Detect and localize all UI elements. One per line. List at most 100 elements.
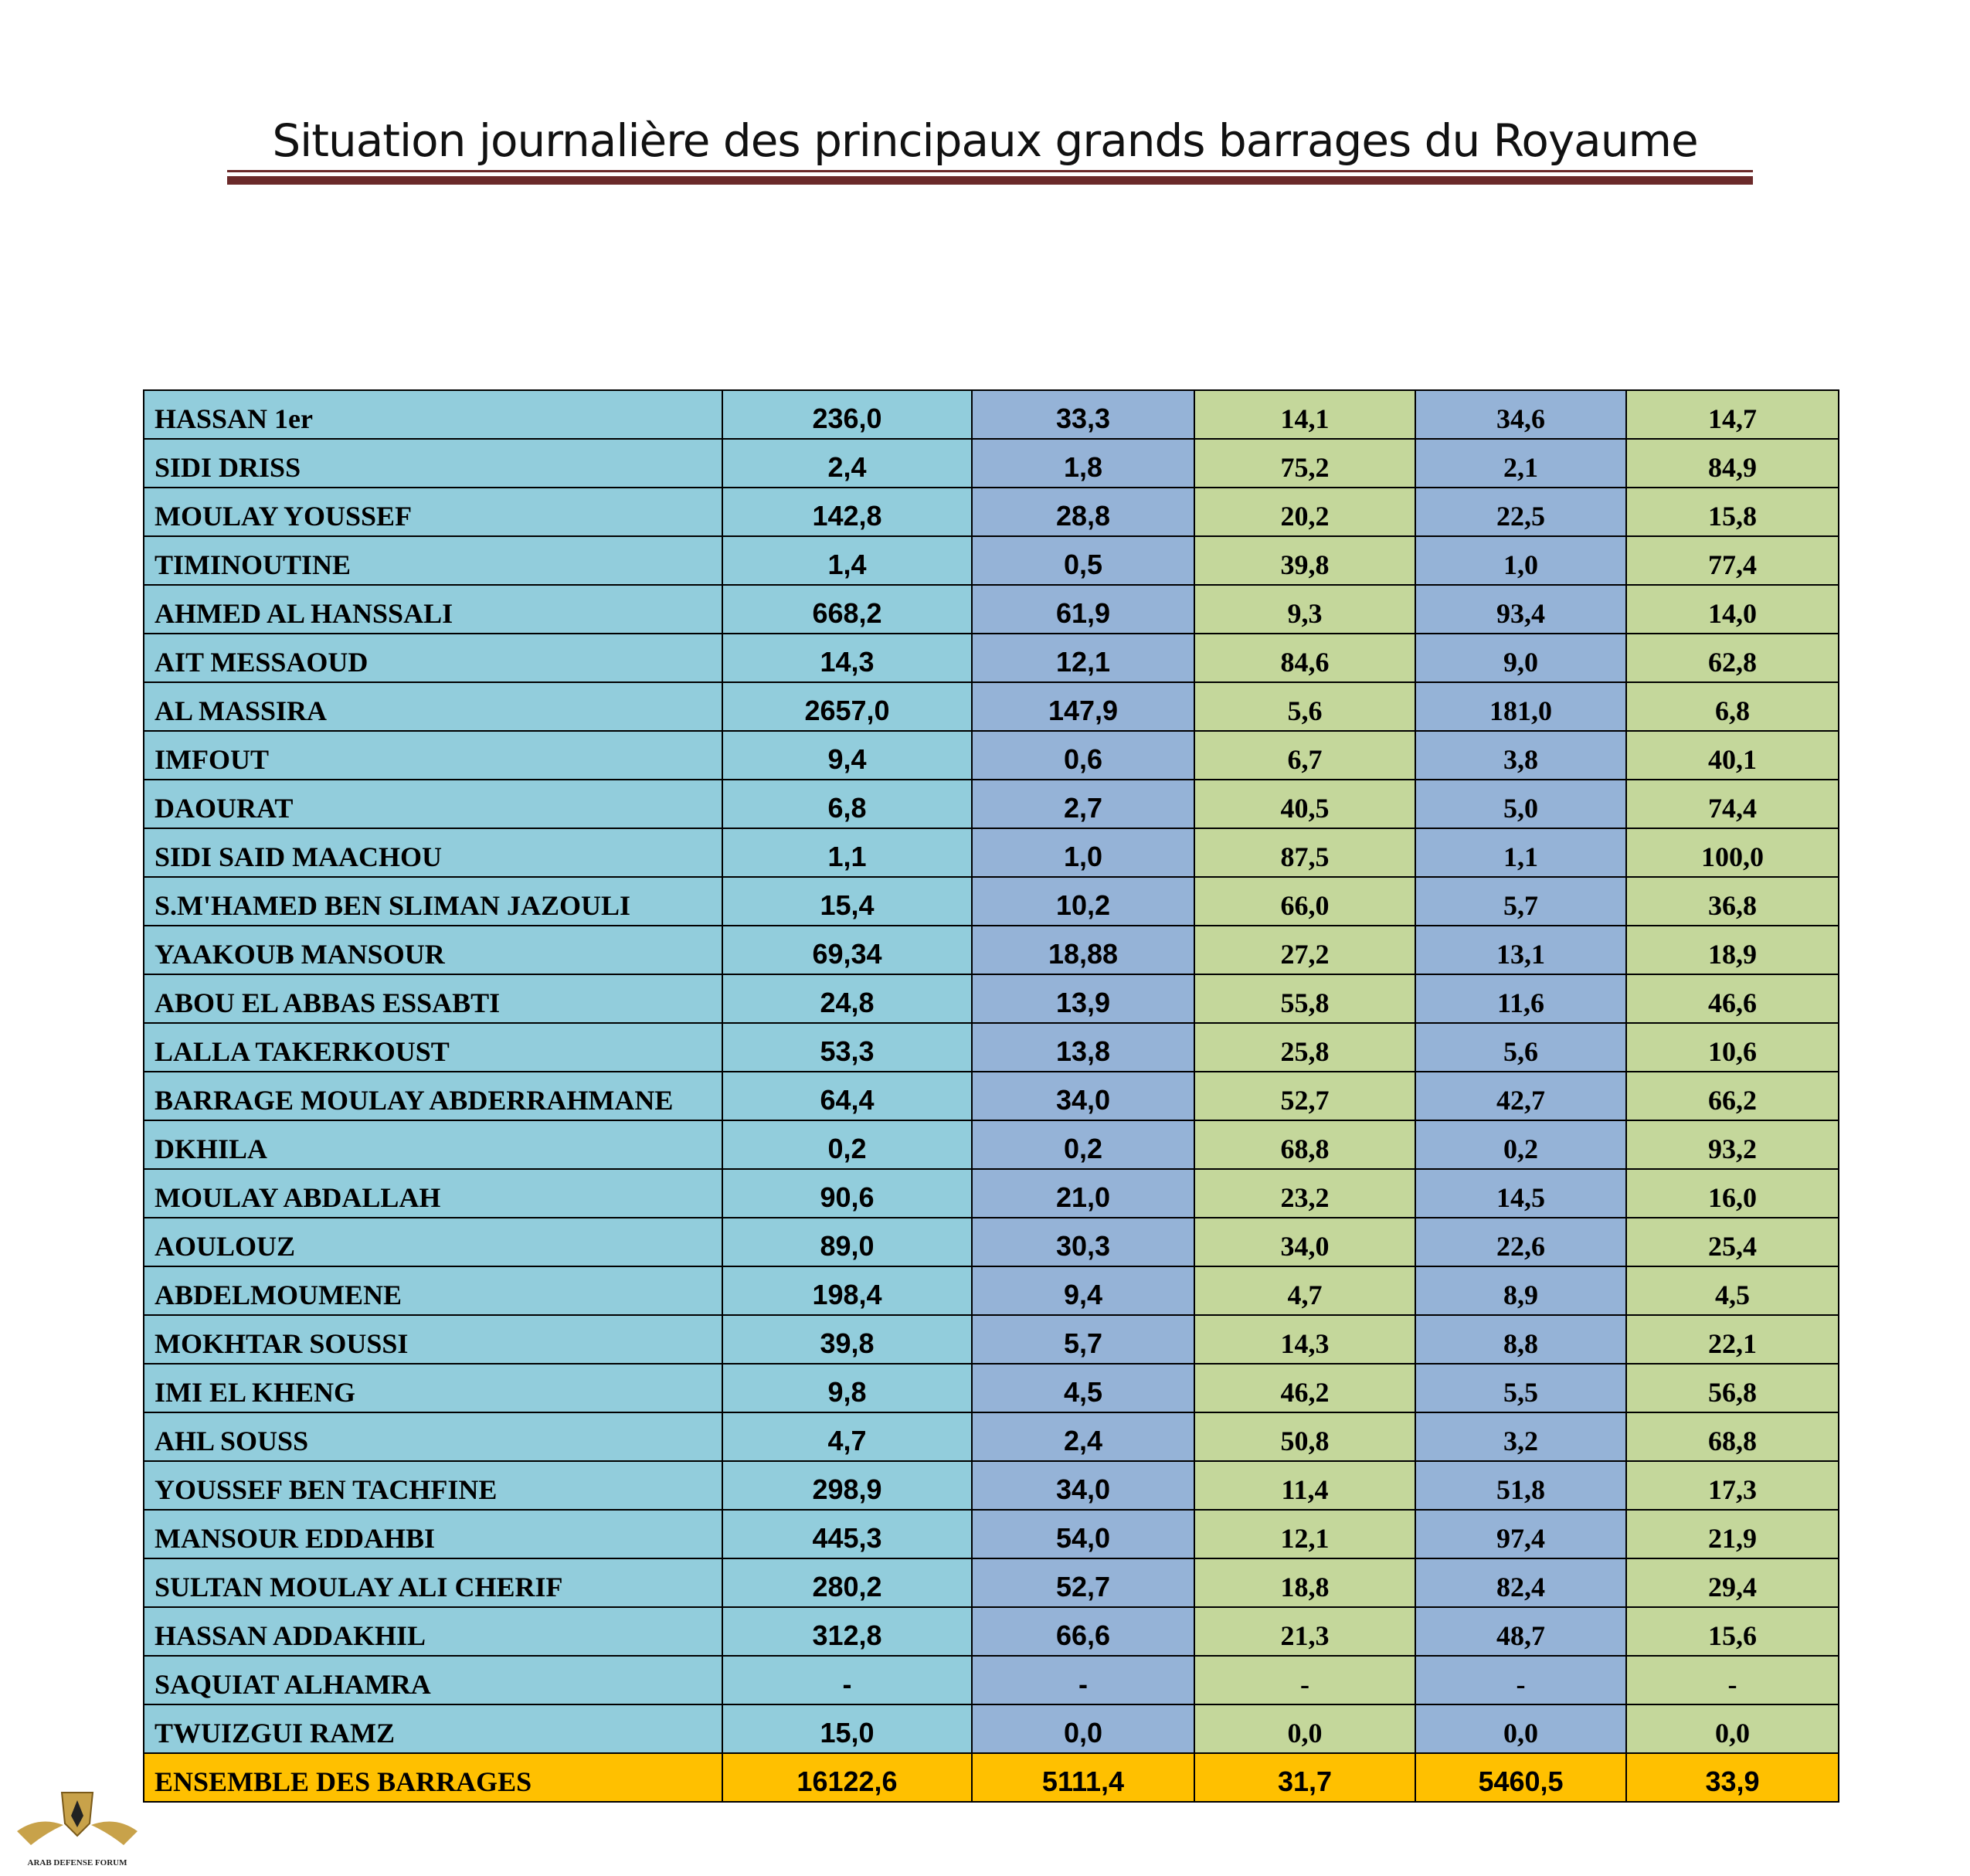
cell-value: 1,4: [722, 535, 973, 586]
cell-value: 13,1: [1415, 925, 1627, 975]
dam-name: AHMED AL HANSSALI: [143, 584, 723, 634]
dam-name: ENSEMBLE DES BARRAGES: [143, 1752, 723, 1803]
cell-value: 2,4: [971, 1412, 1195, 1462]
cell-value: 74,4: [1625, 779, 1839, 829]
cell-value: 12,1: [1194, 1509, 1416, 1559]
cell-value: 24,8: [722, 974, 973, 1024]
cell-value: 64,4: [722, 1071, 973, 1121]
cell-value: 236,0: [722, 389, 973, 440]
cell-value: 21,9: [1625, 1509, 1839, 1559]
cell-value: 298,9: [722, 1460, 973, 1511]
cell-value: 0,0: [971, 1704, 1195, 1754]
cell-value: 34,0: [971, 1071, 1195, 1121]
cell-value: 13,9: [971, 974, 1195, 1024]
cell-value: 0,0: [1415, 1704, 1627, 1754]
table-row: AIT MESSAOUD 14,3 12,1 84,6 9,0 62,8: [143, 633, 1839, 683]
cell-value: 66,2: [1625, 1071, 1839, 1121]
cell-value: 97,4: [1415, 1509, 1627, 1559]
cell-value: 4,5: [971, 1363, 1195, 1413]
cell-value: 0,2: [1415, 1120, 1627, 1170]
cell-value: 23,2: [1194, 1168, 1416, 1218]
cell-value: 48,7: [1415, 1606, 1627, 1657]
cell-value: -: [1194, 1655, 1416, 1705]
table-row: SIDI SAID MAACHOU 1,1 1,0 87,5 1,1 100,0: [143, 828, 1839, 878]
table-row: ABOU EL ABBAS ESSABTI 24,8 13,9 55,8 11,6 46,…: [143, 974, 1839, 1024]
table-row: DAOURAT 6,8 2,7 40,5 5,0 74,4: [143, 779, 1839, 829]
cell-value: 40,5: [1194, 779, 1416, 829]
dam-name: SIDI SAID MAACHOU: [143, 828, 723, 878]
cell-value: 22,1: [1625, 1314, 1839, 1365]
cell-value: 16,0: [1625, 1168, 1839, 1218]
logo: [17, 1792, 138, 1845]
cell-value: 14,3: [1194, 1314, 1416, 1365]
cell-value: 84,6: [1194, 633, 1416, 683]
cell-value: 21,3: [1194, 1606, 1416, 1657]
table-row: AHMED AL HANSSALI 668,2 61,9 9,3 93,4 14,0: [143, 584, 1839, 634]
cell-value: 52,7: [971, 1558, 1195, 1608]
cell-value: 1,0: [971, 828, 1195, 878]
total-row: ENSEMBLE DES BARRAGES 16122,6 5111,4 31,7 54…: [143, 1752, 1839, 1803]
cell-value: 46,2: [1194, 1363, 1416, 1413]
table-row: SIDI DRISS 2,4 1,8 75,2 2,1 84,9: [143, 438, 1839, 488]
cell-value: 4,5: [1625, 1266, 1839, 1316]
cell-value: 2,7: [971, 779, 1195, 829]
cell-value: 34,0: [1194, 1217, 1416, 1267]
dam-name: SULTAN MOULAY ALI CHERIF: [143, 1558, 723, 1608]
cell-value: 147,9: [971, 681, 1195, 732]
table-row: YAAKOUB MANSOUR 69,34 18,88 27,2 13,1 18,9: [143, 925, 1839, 975]
cell-value: 30,3: [971, 1217, 1195, 1267]
cell-value: 181,0: [1415, 681, 1627, 732]
dam-name: AL MASSIRA: [143, 681, 723, 732]
cell-value: 34,0: [971, 1460, 1195, 1511]
table-row: MANSOUR EDDAHBI 445,3 54,0 12,1 97,4 21,9: [143, 1509, 1839, 1559]
cell-value: 445,3: [722, 1509, 973, 1559]
cell-value: 14,1: [1194, 389, 1416, 440]
cell-value: 0,6: [971, 730, 1195, 780]
cell-value: 6,8: [722, 779, 973, 829]
cell-value: 0,2: [971, 1120, 1195, 1170]
dam-name: YOUSSEF BEN TACHFINE: [143, 1460, 723, 1511]
title-rule: [227, 170, 1753, 172]
cell-value: 54,0: [971, 1509, 1195, 1559]
cell-value: 29,4: [1625, 1558, 1839, 1608]
cell-value: 51,8: [1415, 1460, 1627, 1511]
cell-value: 25,8: [1194, 1022, 1416, 1072]
dam-name: TWUIZGUI RAMZ: [143, 1704, 723, 1754]
table-row: AOULOUZ 89,0 30,3 34,0 22,6 25,4: [143, 1217, 1839, 1267]
cell-value: 4,7: [722, 1412, 973, 1462]
cell-value: 39,8: [1194, 535, 1416, 586]
cell-value: 5,6: [1194, 681, 1416, 732]
dam-name: AIT MESSAOUD: [143, 633, 723, 683]
cell-value: 198,4: [722, 1266, 973, 1316]
cell-value: 25,4: [1625, 1217, 1839, 1267]
cell-value: 13,8: [971, 1022, 1195, 1072]
table-row: BARRAGE MOULAY ABDERRAHMANE 64,4 34,0 52,7 4…: [143, 1071, 1839, 1121]
table-row: ABDELMOUMENE 198,4 9,4 4,7 8,9 4,5: [143, 1266, 1839, 1316]
cell-value: 20,2: [1194, 487, 1416, 537]
table-row: TWUIZGUI RAMZ 15,0 0,0 0,0 0,0 0,0: [143, 1704, 1839, 1754]
cell-value: 142,8: [722, 487, 973, 537]
cell-value: 0,5: [971, 535, 1195, 586]
cell-value: 62,8: [1625, 633, 1839, 683]
logo-text: ARAB DEFENSE FORUM: [27, 1858, 127, 1868]
table-row: LALLA TAKERKOUST 53,3 13,8 25,8 5,6 10,6: [143, 1022, 1839, 1072]
dam-name: HASSAN ADDAKHIL: [143, 1606, 723, 1657]
cell-value: 66,6: [971, 1606, 1195, 1657]
cell-value: 5111,4: [971, 1752, 1195, 1803]
cell-value: 280,2: [722, 1558, 973, 1608]
dam-name: SIDI DRISS: [143, 438, 723, 488]
table-row: IMFOUT 9,4 0,6 6,7 3,8 40,1: [143, 730, 1839, 780]
cell-value: 93,2: [1625, 1120, 1839, 1170]
cell-value: 68,8: [1194, 1120, 1416, 1170]
table-row: MOULAY ABDALLAH 90,6 21,0 23,2 14,5 16,0: [143, 1168, 1839, 1218]
table-body: HASSAN 1er 236,0 33,3 14,1 34,6 14,7 SIDI DRIS…: [143, 389, 1839, 1803]
table-row: SAQUIAT ALHAMRA - - - - -: [143, 1655, 1839, 1705]
table-row: TIMINOUTINE 1,4 0,5 39,8 1,0 77,4: [143, 535, 1839, 586]
cell-value: 17,3: [1625, 1460, 1839, 1511]
cell-value: 40,1: [1625, 730, 1839, 780]
cell-value: 66,0: [1194, 876, 1416, 926]
cell-value: 6,8: [1625, 681, 1839, 732]
cell-value: 82,4: [1415, 1558, 1627, 1608]
cell-value: 75,2: [1194, 438, 1416, 488]
